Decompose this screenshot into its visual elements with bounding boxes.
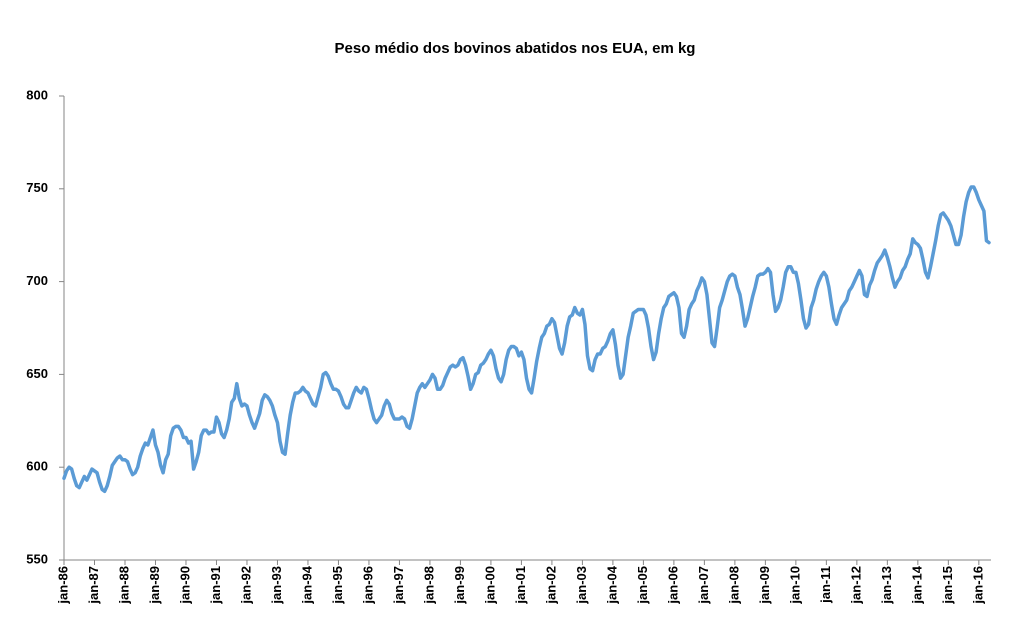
x-tick-label: jan-10: [787, 566, 802, 605]
x-tick-label: jan-90: [177, 566, 192, 605]
x-tick-label: jan-95: [330, 566, 345, 605]
y-tick-label: 800: [26, 87, 48, 102]
x-tick-label: jan-94: [299, 565, 314, 604]
x-tick-label: jan-96: [360, 566, 375, 605]
x-tick-label: jan-04: [604, 565, 619, 604]
x-tick-label: jan-91: [208, 566, 223, 605]
x-tick-label: jan-05: [635, 566, 650, 605]
x-tick-label: jan-11: [818, 566, 833, 604]
x-tick-label: jan-97: [391, 566, 406, 605]
x-tick-label: jan-01: [513, 566, 528, 605]
x-tick-label: jan-14: [909, 565, 924, 604]
y-tick-label: 750: [26, 180, 48, 195]
x-tick-label: jan-93: [269, 566, 284, 605]
x-tick-label: jan-87: [86, 566, 101, 605]
x-tick-label: jan-13: [879, 566, 894, 605]
x-tick-label: jan-02: [543, 566, 558, 605]
x-tick-label: jan-88: [116, 566, 131, 605]
data-line: [62, 185, 991, 494]
x-tick-label: jan-00: [482, 566, 497, 605]
y-tick-label: 550: [26, 551, 48, 566]
x-tick-label: jan-03: [574, 566, 589, 605]
x-tick-label: jan-06: [665, 566, 680, 605]
x-tick-label: jan-15: [940, 566, 955, 605]
x-tick-label: jan-16: [970, 566, 985, 605]
y-tick-label: 700: [26, 273, 48, 288]
x-tick-label: jan-99: [452, 566, 467, 605]
x-tick-label: jan-09: [757, 566, 772, 605]
x-tick-label: jan-89: [147, 566, 162, 605]
x-tick-label: jan-86: [55, 566, 70, 605]
x-tick-label: jan-12: [848, 566, 863, 605]
x-tick-label: jan-98: [421, 566, 436, 605]
chart-title: Peso médio dos bovinos abatidos nos EUA,…: [335, 40, 696, 57]
x-tick-label: jan-92: [238, 566, 253, 605]
x-tick-label: jan-08: [726, 566, 741, 605]
y-tick-label: 650: [26, 366, 48, 381]
y-tick-label: 600: [26, 459, 48, 474]
x-tick-label: jan-07: [696, 566, 711, 605]
